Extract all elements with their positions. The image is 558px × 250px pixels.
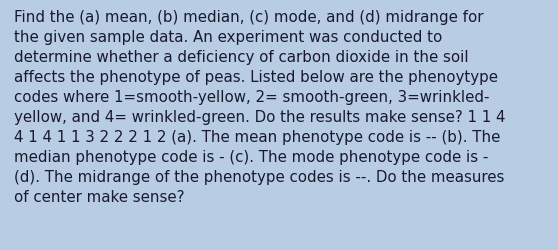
Text: Find the (a) mean, (b) median, (c) mode, and (d) midrange for
the given sample d: Find the (a) mean, (b) median, (c) mode,…: [14, 10, 506, 204]
